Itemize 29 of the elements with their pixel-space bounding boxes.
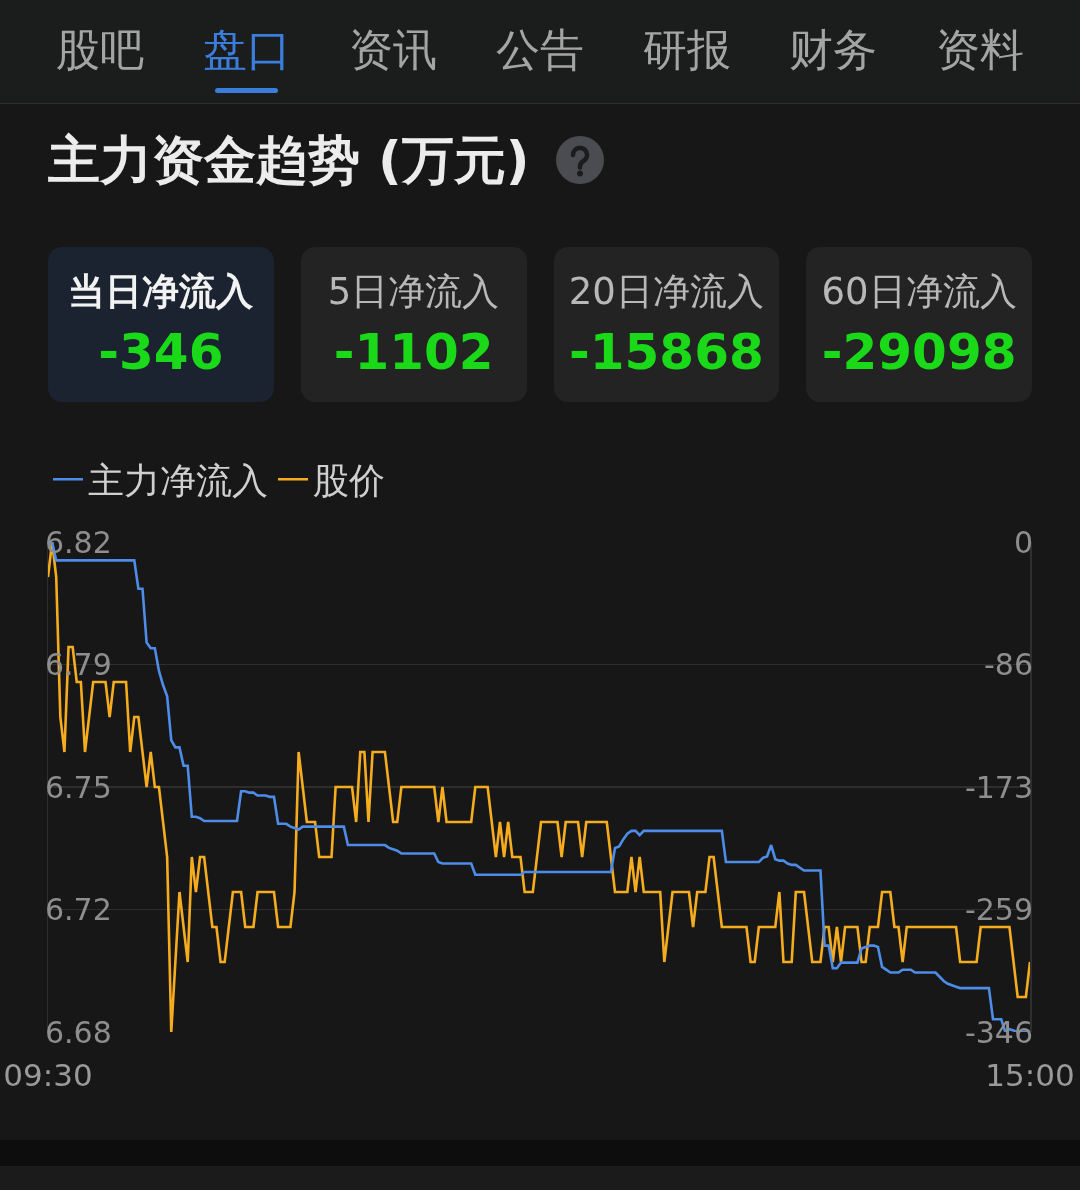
y2-tick-label: 0 (1013, 524, 1033, 560)
x-tick-label: 15:00 (985, 1057, 1075, 1093)
x-tick-label: 09:30 (3, 1057, 93, 1093)
text: 股吧 (56, 23, 145, 77)
text: 公告 (496, 23, 584, 77)
legend-label: 股价 (313, 460, 385, 502)
y2-tick-label: -346 (964, 1014, 1033, 1050)
category-label: 5日净流入 (326, 269, 501, 315)
y-tick-label: 6.68 (45, 1014, 112, 1050)
text: 研报 (642, 23, 731, 77)
y2-tick-label: -86 (984, 647, 1033, 682)
y-tick-label: 6.82 (45, 524, 112, 560)
y-tick-label: 6.75 (45, 769, 112, 805)
text: 财务 (789, 23, 878, 77)
y-tick-label: 6.72 (45, 892, 112, 927)
text: 资讯 (349, 23, 438, 77)
data-label: -346 (97, 322, 225, 382)
text: 资料 (935, 23, 1024, 77)
data-label: -29098 (820, 322, 1018, 382)
y2-tick-label: -173 (964, 769, 1033, 805)
data-label: -15868 (568, 322, 765, 382)
legend-label: 主力净流入 (88, 460, 268, 502)
category-label: 20日净流入 (567, 269, 765, 315)
y2-tick-label: -259 (964, 892, 1033, 927)
text: 主力资金趋势 (万元) (48, 129, 530, 192)
category-label: 当日净流入 (67, 269, 255, 315)
data-label: -1102 (332, 322, 495, 382)
category-label: 60日净流入 (820, 269, 1018, 315)
text: 盘口 (202, 23, 291, 77)
